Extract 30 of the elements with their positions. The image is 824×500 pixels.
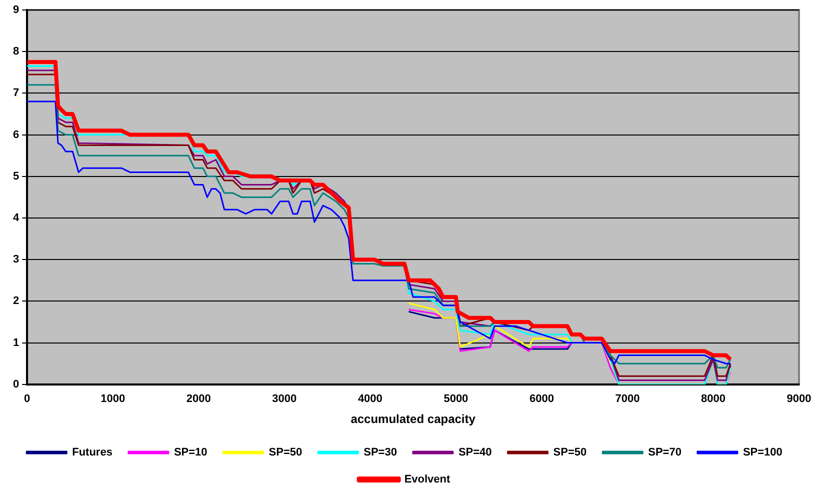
x-tick-label: 7000 bbox=[615, 393, 640, 406]
legend-label: SP=70 bbox=[648, 446, 682, 459]
x-tick-label: 1000 bbox=[100, 393, 126, 406]
y-tick-label: 9 bbox=[12, 4, 20, 16]
x-tick-label: 5000 bbox=[444, 393, 468, 406]
legend-label: SP=50 bbox=[268, 446, 302, 459]
y-tick-label: 5 bbox=[12, 170, 20, 182]
x-tick-label: 4000 bbox=[358, 393, 382, 406]
legend-label: SP=30 bbox=[364, 446, 397, 459]
y-tick-label: 2 bbox=[12, 295, 20, 308]
x-tick-label: 6000 bbox=[529, 393, 554, 406]
x-axis-title: accumulated capacity bbox=[350, 412, 476, 426]
legend-label: SP=100 bbox=[742, 446, 782, 459]
x-tick-label: 3000 bbox=[272, 393, 297, 406]
y-tick-label: 3 bbox=[12, 254, 20, 266]
x-tick-label: 2000 bbox=[186, 393, 211, 406]
y-tick-label: 1 bbox=[12, 336, 20, 349]
y-tick-label: 6 bbox=[12, 128, 20, 141]
legend-label: SP=40 bbox=[458, 446, 492, 459]
y-tick-label: 0 bbox=[12, 378, 20, 390]
legend-label: SP=10 bbox=[174, 446, 208, 459]
x-tick-label: 9000 bbox=[786, 393, 812, 406]
legend-label: SP=50 bbox=[553, 446, 587, 459]
legend-label: Futures bbox=[72, 446, 112, 459]
x-tick-label: 0 bbox=[24, 393, 30, 406]
y-tick-label: 4 bbox=[12, 212, 20, 224]
y-tick-label: 7 bbox=[12, 87, 20, 100]
y-tick-label: 8 bbox=[12, 46, 20, 58]
x-tick-label: 8000 bbox=[700, 393, 726, 406]
legend-label: Evolvent bbox=[404, 474, 451, 486]
